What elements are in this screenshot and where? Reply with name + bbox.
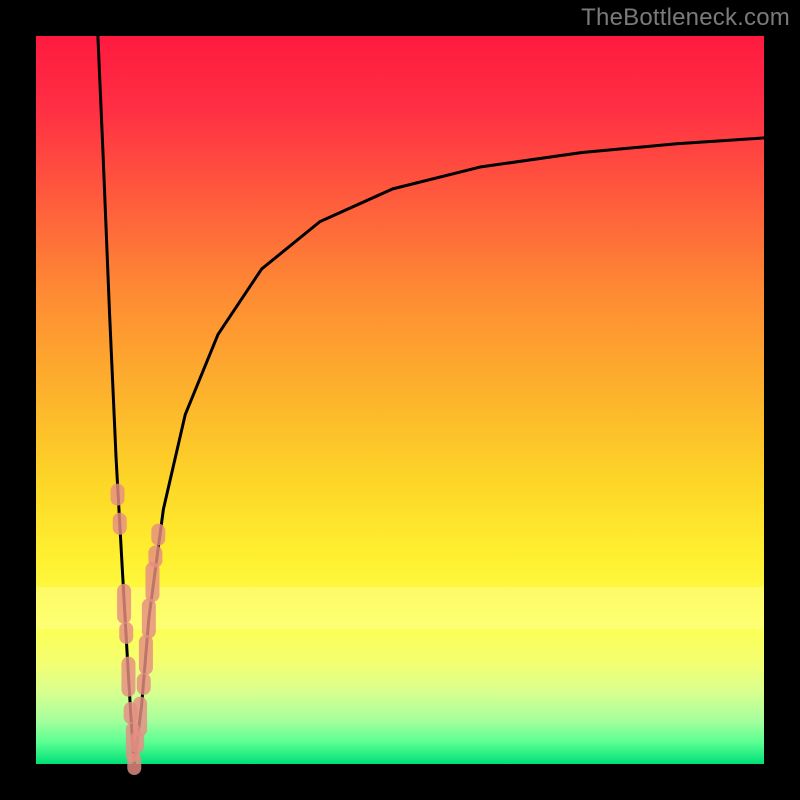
bottleneck-chart	[0, 0, 800, 800]
curve-marker	[111, 484, 125, 506]
curve-marker	[137, 673, 151, 695]
watermark-text: TheBottleneck.com	[581, 4, 790, 32]
curve-marker	[117, 584, 131, 624]
chart-container: TheBottleneck.com	[0, 0, 800, 800]
curve-marker	[119, 622, 133, 644]
curve-marker	[139, 635, 153, 675]
curve-marker	[151, 524, 165, 546]
curve-marker	[142, 598, 156, 638]
curve-marker	[133, 697, 147, 737]
curve-marker	[113, 513, 127, 535]
curve-marker	[145, 562, 159, 602]
curve-marker	[121, 657, 135, 697]
curve-marker	[127, 753, 141, 775]
curve-marker	[148, 546, 162, 568]
